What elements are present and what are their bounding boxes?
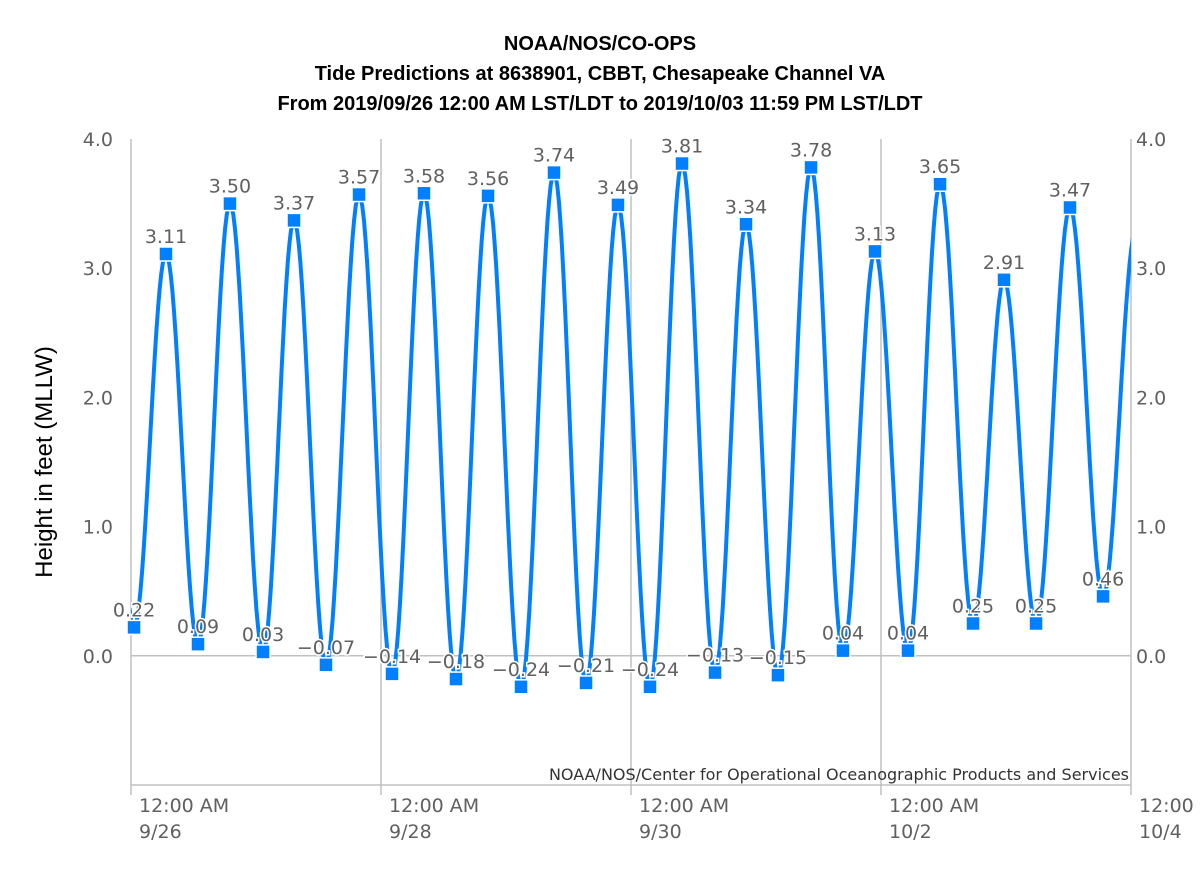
x-tick-date: 10/2: [889, 821, 932, 843]
y-tick-label-right: 2.0: [1136, 387, 1166, 409]
x-tick-date: 9/26: [139, 821, 182, 843]
data-point-marker: [578, 675, 594, 691]
x-tick-time: 12:00 AM: [139, 795, 229, 817]
data-point-label: 0.04: [822, 623, 864, 645]
y-tick-label-left: 4.0: [83, 129, 113, 151]
y-tick-label-right: 0.0: [1136, 646, 1166, 668]
y-tick-label-left: 2.0: [83, 387, 113, 409]
data-point-marker: [351, 186, 367, 203]
data-point-marker: [867, 243, 883, 260]
data-point-marker: [286, 212, 302, 229]
x-tick-time: 12:00 AM: [889, 795, 979, 817]
data-point-marker: [1028, 615, 1044, 632]
data-point-marker: [318, 657, 334, 673]
data-point-label: 3.56: [467, 168, 509, 190]
chart-title: NOAA/NOS/CO-OPS: [504, 33, 696, 55]
data-point-marker: [158, 246, 174, 262]
x-tick-time: 12:00: [1139, 795, 1194, 817]
data-point-label: 3.81: [661, 136, 703, 158]
chart-credit: NOAA/NOS/Center for Operational Oceanogr…: [549, 765, 1129, 784]
data-point-marker: [513, 679, 529, 695]
x-tick-time: 12:00 AM: [639, 795, 729, 817]
data-point-marker: [190, 636, 206, 652]
data-point-label: −0.13: [686, 645, 744, 667]
data-point-label: 3.13: [854, 223, 896, 245]
data-point-label: 3.49: [597, 177, 639, 199]
data-point-label: 0.25: [952, 596, 994, 618]
data-point-label: 0.09: [177, 616, 219, 638]
data-point-label: 3.78: [790, 139, 832, 161]
data-point-marker: [416, 185, 432, 202]
data-point-marker: [384, 666, 400, 682]
data-point-label: 3.50: [209, 176, 251, 198]
data-point-marker: [770, 667, 786, 683]
data-point-label: 3.11: [145, 226, 187, 248]
y-tick-label-left: 3.0: [83, 258, 113, 280]
y-tick-label-right: 1.0: [1136, 517, 1166, 539]
data-point-marker: [255, 644, 271, 660]
y-axis-label: Height in feet (MLLW): [31, 346, 58, 578]
data-point-label: 0.25: [1015, 596, 1057, 618]
data-point-label: −0.18: [427, 651, 485, 673]
chart-subtitle-station: Tide Predictions at 8638901, CBBT, Chesa…: [315, 63, 886, 85]
y-tick-label-left: 0.0: [83, 646, 113, 668]
data-point-marker: [900, 642, 916, 659]
data-point-label: −0.24: [621, 659, 679, 681]
data-point-marker: [707, 664, 723, 681]
data-point-marker: [965, 615, 981, 632]
x-tick-time: 12:00 AM: [389, 795, 479, 817]
data-point-label: 3.74: [533, 145, 575, 167]
data-point-marker: [835, 642, 851, 659]
data-point-marker: [738, 216, 754, 233]
data-point-marker: [642, 679, 658, 695]
y-tick-label-left: 1.0: [83, 517, 113, 539]
x-tick-date: 10/4: [1139, 821, 1182, 843]
data-point-marker: [448, 671, 464, 687]
data-point-marker: [1095, 588, 1111, 605]
data-point-label: −0.14: [363, 646, 421, 668]
data-point-marker: [1062, 199, 1078, 216]
data-point-label: 0.03: [242, 624, 284, 646]
data-point-label: 0.04: [887, 623, 929, 645]
data-point-label: −0.07: [297, 637, 355, 659]
data-point-label: 3.57: [338, 167, 380, 189]
y-tick-label-right: 3.0: [1136, 258, 1166, 280]
data-point-label: 3.47: [1049, 179, 1091, 201]
data-point-label: 3.65: [919, 156, 961, 178]
data-point-marker: [932, 176, 948, 192]
data-point-marker: [126, 619, 142, 636]
data-point-marker: [610, 197, 626, 213]
x-tick-date: 9/28: [389, 821, 432, 843]
y-tick-label-right: 4.0: [1136, 129, 1166, 151]
data-point-marker: [222, 195, 238, 212]
data-point-marker: [996, 272, 1012, 288]
x-tick-date: 9/30: [639, 821, 682, 843]
data-point-label: 3.37: [273, 192, 315, 214]
data-point-label: 3.58: [403, 165, 445, 187]
data-point-label: 3.34: [725, 196, 767, 218]
data-point-marker: [674, 155, 690, 172]
data-point-label: −0.21: [557, 655, 615, 677]
data-point-marker: [803, 159, 819, 176]
data-point-marker: [480, 188, 496, 204]
data-point-label: −0.24: [492, 659, 550, 681]
data-point-label: 0.22: [113, 599, 155, 621]
data-point-label: 0.46: [1082, 568, 1124, 590]
data-point-marker: [546, 164, 562, 181]
data-point-label: 2.91: [983, 252, 1025, 274]
data-point-label: −0.15: [749, 647, 807, 669]
chart-subtitle-range: From 2019/09/26 12:00 AM LST/LDT to 2019…: [277, 93, 922, 115]
